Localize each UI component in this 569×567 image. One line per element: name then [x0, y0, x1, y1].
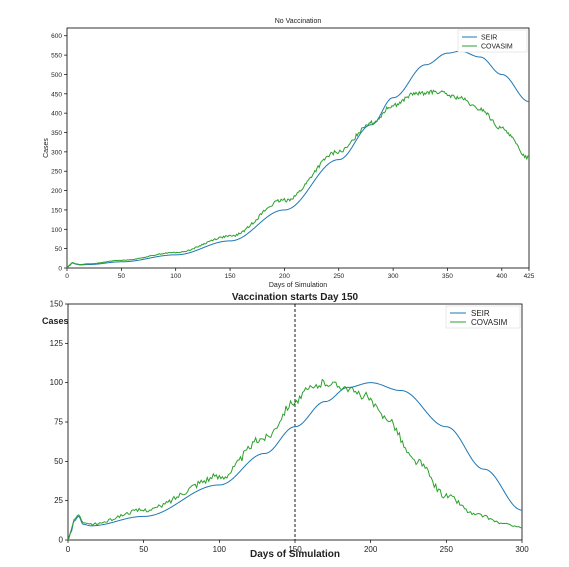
chart1-ytick-label: 350: [51, 130, 62, 137]
chart1-xtick-label: 150: [225, 273, 236, 280]
chart1-xtick-label: 350: [442, 273, 453, 280]
chart1-xtick-label: 50: [118, 273, 126, 280]
chart1-ytick-label: 200: [51, 188, 62, 195]
chart2-title: Vaccination starts Day 150: [232, 292, 359, 303]
chart2-ylabel: Cases: [42, 316, 69, 326]
chart2-ticks: 0 50 100 150 200 250 300 0 25 50 75 100 125 150: [50, 300, 530, 555]
chart2-xtick-label: 0: [66, 545, 71, 554]
chart2-xtick-label: 200: [364, 545, 378, 554]
chart1-ticks: 0 50 100 150 200 250 300 350 400 425 0 50 100 150 200 2…: [51, 33, 535, 280]
chart2-lines: [67, 378, 523, 541]
chart2-xtick-label: 300: [515, 545, 529, 554]
chart2-ytick-label: 75: [54, 418, 63, 427]
chart1-series-covasim: [66, 89, 530, 269]
chart-vaccination-day-150: Vaccination starts Day 150 0 50 100 150 200 2…: [42, 292, 529, 560]
chart1-ytick-label: 0: [58, 266, 62, 273]
chart1-xtick-label: 250: [333, 273, 344, 280]
chart2-ytick-label: 100: [50, 378, 64, 387]
chart2-series-seir: [67, 382, 523, 541]
chart2-xtick-label: 150: [288, 545, 302, 554]
chart1-xtick-label: 425: [524, 273, 535, 280]
chart2-xtick-label: 250: [440, 545, 454, 554]
chart1-legend: SEIR COVASIM: [457, 29, 528, 53]
chart2-xtick-label: 100: [213, 545, 227, 554]
chart1-title: No Vaccination: [275, 18, 322, 25]
chart1-ytick-label: 50: [55, 246, 63, 253]
chart2-ytick-label: 50: [54, 457, 63, 466]
chart2-ytick-label: 25: [54, 496, 63, 505]
chart1-ytick-label: 500: [51, 72, 62, 79]
chart2-xtick-label: 50: [139, 545, 148, 554]
chart1-legend-covasim-label: COVASIM: [481, 44, 513, 51]
chart1-ytick-label: 250: [51, 169, 62, 176]
chart1-ylabel: Cases: [43, 138, 50, 158]
chart2-series-covasim: [67, 378, 523, 541]
chart1-legend-seir-label: SEIR: [481, 35, 497, 42]
chart2-xlabel: Days of Simulation: [250, 549, 340, 560]
chart1-ytick-label: 400: [51, 111, 62, 118]
chart1-ytick-label: 450: [51, 91, 62, 98]
chart1-ytick-label: 550: [51, 53, 62, 60]
chart1-xtick-label: 400: [496, 273, 507, 280]
chart1-xlabel: Days of Simulation: [269, 282, 327, 289]
chart1-lines: [66, 50, 530, 269]
chart2-legend-seir-label: SEIR: [471, 309, 490, 318]
chart1-xtick-label: 0: [65, 273, 69, 280]
chart1-xtick-label: 100: [170, 273, 181, 280]
chart1-ytick-label: 150: [51, 207, 62, 214]
chart2-ytick-label: 125: [50, 339, 64, 348]
chart1-series-seir: [66, 50, 530, 269]
chart1-xtick-label: 300: [388, 273, 399, 280]
chart-no-vaccination: No Vaccination 0 50 100 150 200 250 300 350 400 4…: [43, 18, 535, 289]
chart2-ytick-label: 0: [59, 536, 64, 545]
chart2-legend: SEIR COVASIM: [445, 305, 521, 329]
chart1-xtick-label: 200: [279, 273, 290, 280]
chart1-plot-frame: [66, 27, 530, 269]
chart1-ytick-label: 100: [51, 227, 62, 234]
chart2-legend-covasim-label: COVASIM: [471, 318, 508, 327]
chart1-ytick-label: 600: [51, 33, 62, 40]
chart2-ytick-label: 150: [50, 300, 64, 309]
chart1-ytick-label: 300: [51, 149, 62, 156]
